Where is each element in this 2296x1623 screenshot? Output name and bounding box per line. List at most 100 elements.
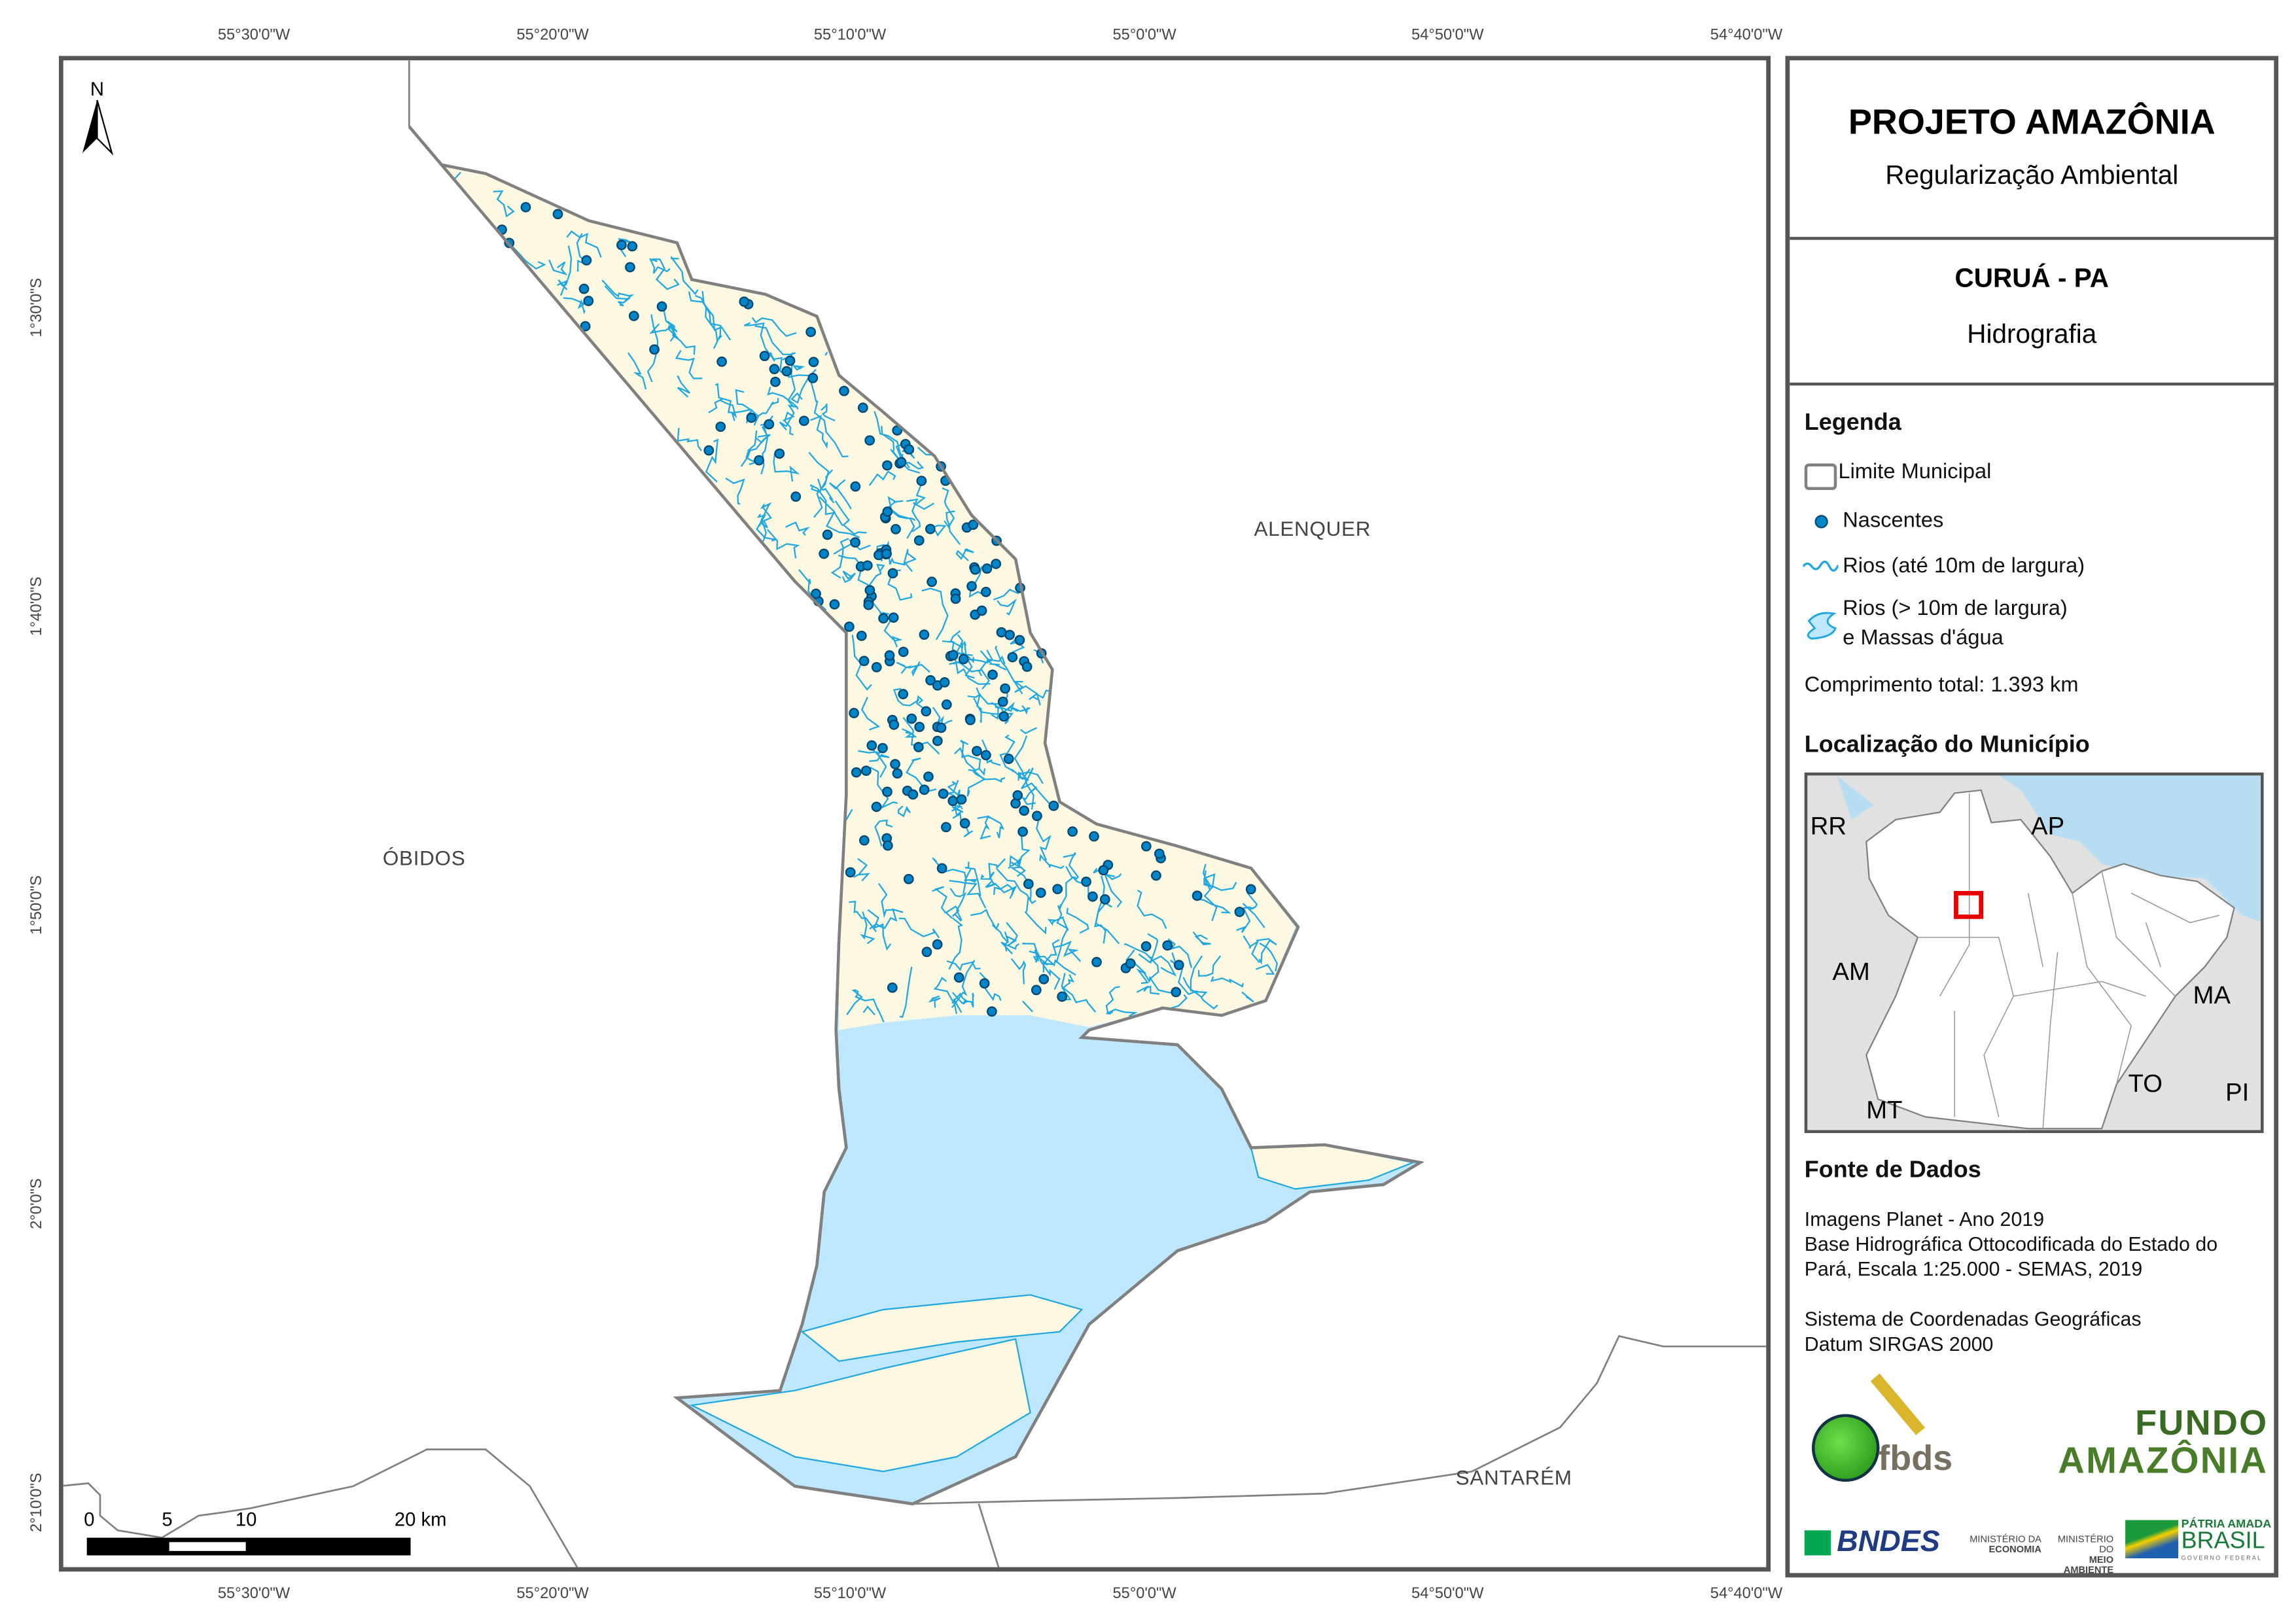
river-segment <box>677 428 702 451</box>
river-segment <box>855 996 885 1022</box>
river-segment <box>705 438 719 483</box>
spring-point <box>770 376 781 387</box>
spring-point <box>998 711 1009 722</box>
source-line: Sistema de Coordenadas Geográficas <box>1804 1308 2142 1331</box>
spring-point <box>829 599 840 610</box>
municipal-boundary <box>408 125 1424 1506</box>
river-segment <box>846 989 863 1015</box>
spring-point <box>520 201 531 213</box>
spring-point <box>1014 635 1025 646</box>
river-segment <box>828 479 852 510</box>
municipality-name: CURUÁ - PA <box>1954 263 2110 293</box>
spring-point <box>908 789 919 800</box>
scale-label-10: 10 <box>235 1508 257 1531</box>
spring-point <box>1162 940 1173 951</box>
river-segment <box>945 780 963 816</box>
river-segment <box>995 646 1023 695</box>
river-segment <box>869 746 890 762</box>
inset-label-ap: AP <box>2031 812 2065 841</box>
spring-point <box>808 357 819 368</box>
spring-point <box>863 599 874 610</box>
river-segment <box>948 917 964 970</box>
river-segment <box>903 549 917 572</box>
river-segment <box>867 909 892 951</box>
spring-point <box>858 655 870 667</box>
longitude-tick-label: 55°10'0"W <box>813 26 887 44</box>
river-segment <box>932 857 967 894</box>
spring-point <box>580 321 591 332</box>
north-arrow-icon <box>82 99 114 156</box>
scale-label-20: 20 km <box>394 1508 447 1531</box>
polygon-outline-icon <box>1804 463 1837 491</box>
river-segment <box>980 871 995 880</box>
river-segment <box>830 538 849 579</box>
river-segment <box>773 452 800 482</box>
river-segment <box>997 598 1017 616</box>
map-canvas <box>63 60 1767 1567</box>
river-segment <box>649 323 677 342</box>
spring-point <box>919 784 930 795</box>
river-segment <box>874 819 893 846</box>
longitude-tick-label: 54°40'0"W <box>1710 26 1783 44</box>
spring-point <box>628 311 639 321</box>
river-segment <box>860 911 875 945</box>
river-segment <box>782 357 796 408</box>
spring-point <box>857 402 868 413</box>
river-segment <box>896 661 912 674</box>
longitude-tick-label: 55°0'0"W <box>1112 1584 1176 1603</box>
spring-point <box>965 714 976 725</box>
spring-point <box>914 722 925 733</box>
amazonia-text: AMAZÔNIA <box>2058 1440 2269 1482</box>
river-segment <box>670 255 699 296</box>
river-segment <box>1014 735 1034 810</box>
spring-point <box>881 548 892 559</box>
river-segment <box>964 862 981 897</box>
river-segment <box>813 400 849 458</box>
river-segment <box>1061 973 1097 1013</box>
river-segment <box>953 747 986 777</box>
river-segment <box>928 995 941 1008</box>
spring-point <box>1052 884 1063 894</box>
map-info-panel: PROJETO AMAZÔNIA Regularização Ambiental… <box>1785 56 2279 1578</box>
river-segment <box>1010 958 1027 985</box>
spring-point <box>754 455 764 466</box>
river-segment <box>563 297 586 315</box>
spring-point <box>913 535 925 546</box>
spring-point <box>581 255 592 266</box>
spring-point <box>882 840 893 851</box>
river-segment <box>933 977 954 1004</box>
spring-point <box>877 742 888 754</box>
river-segment <box>1256 937 1277 965</box>
spring-point <box>1192 890 1203 901</box>
spring-point <box>1017 826 1028 837</box>
ministerio-meio-ambiente-logo: MINISTÉRIO DO MEIO AMBIENTE <box>2043 1535 2113 1576</box>
place-label-santarem: SANTARÉM <box>1455 1465 1572 1490</box>
river-segment <box>652 258 680 290</box>
spring-point <box>1099 894 1110 905</box>
river-segment <box>968 566 985 598</box>
river-segment <box>953 998 963 1013</box>
spring-point <box>739 296 750 307</box>
spring-point <box>882 506 893 517</box>
spring-point <box>936 863 947 874</box>
spring-point <box>916 476 927 486</box>
spring-point <box>715 421 726 432</box>
main-map: N ALENQUER ÓBIDOS SANTARÉM 0 5 10 20 km <box>58 56 1771 1572</box>
river-segment <box>1022 1000 1033 1013</box>
spring-point <box>896 457 907 468</box>
river-segment <box>932 886 947 914</box>
spring-point <box>953 972 964 983</box>
spring-point <box>921 947 932 958</box>
spring-point <box>1087 891 1098 902</box>
inset-label-mt: MT <box>1866 1096 1903 1125</box>
river-segment <box>1095 875 1120 945</box>
spring-point <box>1038 973 1050 985</box>
location-heading: Localização do Município <box>1804 733 2090 758</box>
spring-point <box>798 415 809 427</box>
spring-point <box>991 559 1002 569</box>
spring-point <box>864 435 875 446</box>
river-segment <box>1047 916 1069 932</box>
river-segment <box>1136 985 1160 995</box>
river-segment <box>988 816 1004 839</box>
longitude-tick-label: 55°20'0"W <box>516 1584 589 1603</box>
